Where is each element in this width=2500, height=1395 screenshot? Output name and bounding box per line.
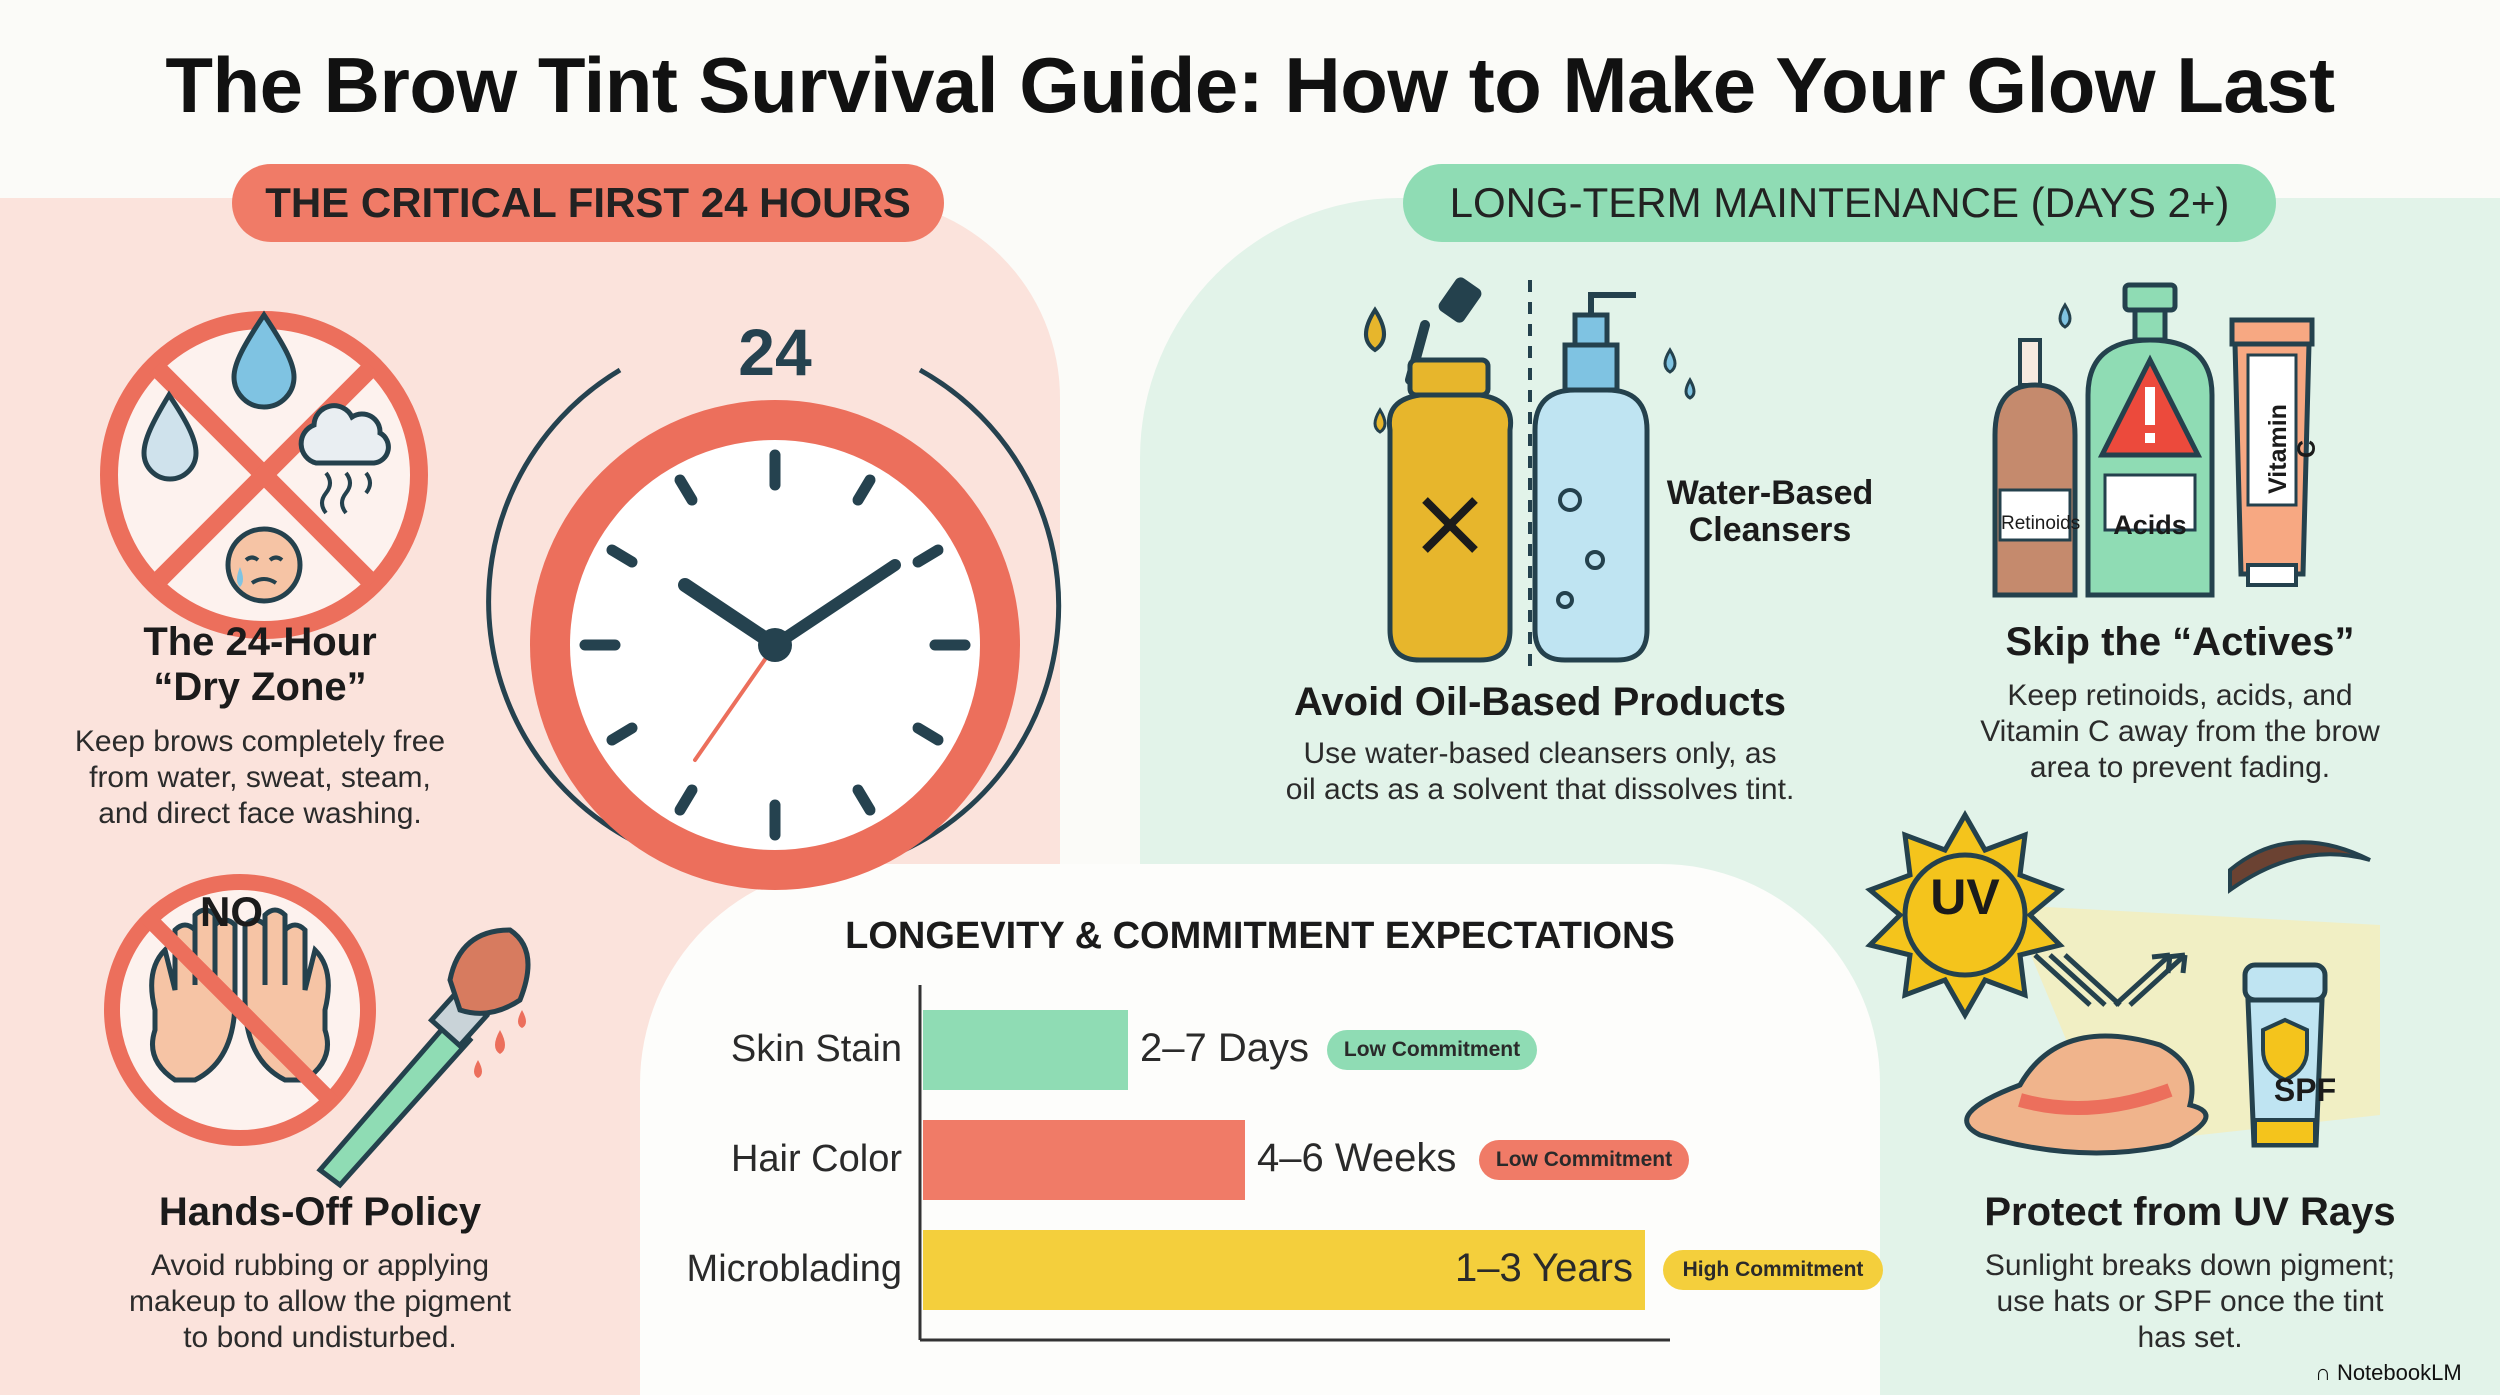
oil-heading: Avoid Oil-Based Products <box>1294 680 1786 724</box>
hands-off-body-line2: makeup to allow the pigment <box>129 1285 511 1318</box>
active-ingredients-icon <box>1992 282 2315 598</box>
actives-body-line3: area to prevent fading. <box>2029 751 2331 784</box>
clock-24-label: 24 <box>710 314 840 390</box>
dry-zone-heading-line1: The 24-Hour <box>143 620 377 664</box>
acids-bottle-label: Acids <box>2113 510 2187 540</box>
spf-label: SPF <box>2273 1072 2337 1108</box>
actives-body: Keep retinoids, acids, and Vitamin C awa… <box>1900 678 2460 786</box>
oil-vs-water-bottles-icon <box>1364 277 1696 670</box>
uv-body-line3: has set. <box>2137 1321 2243 1354</box>
no-water-icon <box>100 310 428 639</box>
dry-zone-body-line3: and direct face washing. <box>98 797 422 830</box>
dry-zone-body: Keep brows completely free from water, s… <box>40 724 480 832</box>
brand-logo: ∩ NotebookLM <box>2315 1360 2462 1386</box>
actives-body-line2: Vitamin C away from the brow <box>1980 715 2380 748</box>
no-label: NO <box>200 888 263 935</box>
chart-title: LONGEVITY & COMMITMENT EXPECTATIONS <box>845 915 1675 957</box>
uv-heading: Protect from UV Rays <box>1984 1190 2396 1234</box>
vitamin-c-bottle-label: Vitamin C <box>2264 404 2321 494</box>
brand-icon: ∩ <box>2315 1360 2331 1385</box>
no-touching-icon <box>104 874 376 1146</box>
oil-body-line2: oil acts as a solvent that dissolves tin… <box>1285 773 1795 806</box>
makeup-brush-icon <box>316 927 531 1189</box>
dry-zone-body-line2: from water, sweat, steam, <box>89 761 431 794</box>
dry-zone-body-line1: Keep brows completely free <box>74 725 446 758</box>
water-based-label-line1: Water-Based <box>1666 474 1874 512</box>
section-first-24-hours: THE CRITICAL FIRST 24 HOURS <box>232 164 944 242</box>
water-based-label-line2: Cleansers <box>1688 511 1852 550</box>
actives-heading: Skip the “Actives” <box>2005 620 2355 664</box>
hands-off-heading: Hands-Off Policy <box>158 1190 482 1234</box>
water-based-label: Water-Based Cleansers <box>1655 474 1885 550</box>
hands-off-body-line3: to bond undisturbed. <box>183 1321 457 1354</box>
dry-zone-heading-line2: “Dry Zone” <box>153 665 367 709</box>
hands-off-body: Avoid rubbing or applying makeup to allo… <box>60 1248 580 1356</box>
hands-off-body-line1: Avoid rubbing or applying <box>150 1249 489 1282</box>
uv-sun-label: UV <box>1930 869 2000 925</box>
oil-body-line1: Use water-based cleansers only, as <box>1303 737 1777 770</box>
retinoids-bottle-label: Retinoids <box>2001 513 2081 534</box>
uv-body: Sunlight breaks down pigment; use hats o… <box>1900 1248 2480 1356</box>
oil-body: Use water-based cleansers only, as oil a… <box>1230 736 1850 808</box>
dry-zone-heading: The 24-Hour “Dry Zone” <box>70 620 450 710</box>
brand-name: NotebookLM <box>2336 1360 2462 1385</box>
uv-body-line1: Sunlight breaks down pigment; <box>1984 1249 2396 1282</box>
uv-protection-icon <box>1865 809 2380 1156</box>
clock-icon <box>486 367 1062 890</box>
actives-body-line1: Keep retinoids, acids, and <box>2007 679 2353 712</box>
page-title: The Brow Tint Survival Guide: How to Mak… <box>165 41 2335 129</box>
section-long-term: LONG-TERM MAINTENANCE (DAYS 2+) <box>1403 164 2276 242</box>
uv-body-line2: use hats or SPF once the tint <box>1996 1285 2384 1318</box>
